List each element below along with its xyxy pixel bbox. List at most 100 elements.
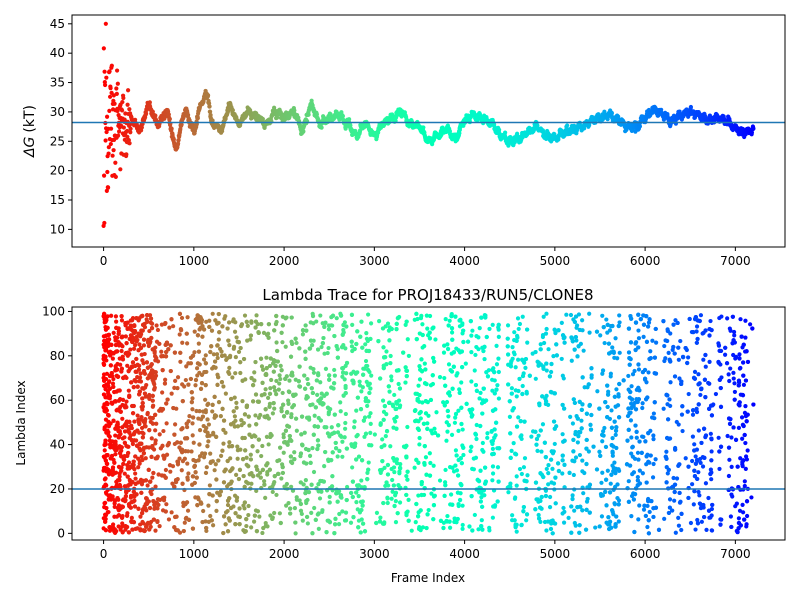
- delta-g-point: [153, 113, 158, 118]
- delta-g-point: [207, 104, 212, 109]
- lambda-point: [613, 432, 618, 437]
- lambda-point: [216, 337, 221, 342]
- lambda-point: [149, 436, 154, 441]
- lambda-point: [416, 383, 421, 388]
- delta-g-point: [104, 188, 109, 193]
- lambda-point: [281, 435, 286, 440]
- lambda-point: [516, 415, 521, 420]
- lambda-point: [520, 383, 525, 389]
- lambda-point: [180, 340, 185, 345]
- lambda-point: [704, 527, 709, 532]
- delta-g-point: [186, 112, 191, 118]
- lambda-point: [163, 467, 169, 473]
- lambda-point: [676, 357, 681, 362]
- lambda-point: [318, 313, 323, 318]
- lambda-point: [338, 409, 343, 414]
- delta-g-point: [106, 145, 111, 150]
- delta-g-point: [208, 112, 213, 118]
- delta-g-point: [102, 82, 108, 88]
- lambda-point: [340, 454, 345, 459]
- lambda-point: [218, 413, 223, 419]
- lambda-point: [240, 399, 245, 404]
- delta-g-point: [112, 101, 117, 106]
- lambda-point: [666, 350, 671, 355]
- delta-g-point: [127, 141, 132, 146]
- lambda-point: [662, 516, 667, 521]
- lambda-point: [206, 422, 212, 427]
- delta-g-point: [301, 129, 306, 134]
- delta-g-y-tick-label: 40: [50, 46, 65, 60]
- delta-g-point: [637, 124, 643, 129]
- lambda-point: [392, 469, 397, 475]
- lambda-point: [736, 425, 742, 430]
- lambda-point: [617, 350, 622, 355]
- lambda-point: [236, 514, 241, 519]
- lambda-point: [634, 435, 639, 440]
- lambda-point: [651, 433, 656, 438]
- lambda-point: [456, 502, 461, 507]
- lambda-point: [525, 340, 530, 345]
- lambda-point: [513, 495, 518, 500]
- delta-g-point: [101, 173, 107, 178]
- lambda-point: [405, 337, 410, 342]
- delta-g-y-tick-label: 15: [50, 193, 65, 207]
- lambda-point: [546, 463, 551, 468]
- lambda-point: [651, 411, 656, 416]
- lambda-point: [513, 365, 518, 370]
- lambda-point: [561, 505, 566, 511]
- lambda-point: [390, 477, 395, 483]
- lambda-point: [257, 514, 262, 519]
- lambda-point: [698, 313, 704, 318]
- lambda-point: [422, 361, 427, 366]
- lambda-point: [278, 376, 283, 382]
- lambda-point: [635, 450, 641, 455]
- delta-g-y-tick-label: 30: [50, 105, 65, 119]
- lambda-point: [561, 520, 567, 525]
- lambda-point: [617, 313, 622, 318]
- delta-g-point: [503, 130, 508, 135]
- lambda-point: [135, 413, 140, 418]
- lambda-point: [729, 435, 734, 440]
- lambda-point: [514, 529, 519, 534]
- lambda-point: [190, 433, 195, 438]
- lambda-point: [617, 320, 622, 325]
- lambda-point: [245, 323, 250, 329]
- lambda-point: [485, 431, 490, 436]
- lambda-point: [629, 435, 634, 440]
- lambda-point: [129, 515, 134, 521]
- lambda-point: [587, 330, 592, 335]
- lambda-point: [654, 340, 659, 345]
- lambda-point: [703, 481, 709, 486]
- lambda-point: [743, 335, 748, 340]
- lambda-point: [544, 466, 549, 472]
- lambda-point: [707, 359, 712, 364]
- lambda-point: [671, 475, 676, 481]
- lambda-point: [263, 495, 268, 500]
- lambda-point: [447, 318, 452, 323]
- delta-g-point: [139, 125, 144, 130]
- lambda-point: [153, 528, 158, 533]
- delta-g-plot-frame: [71, 14, 786, 248]
- lambda-point: [460, 427, 465, 432]
- delta-g-point: [110, 153, 115, 158]
- delta-g-point: [125, 88, 131, 93]
- lambda-point: [131, 346, 137, 351]
- delta-g-point: [114, 86, 119, 91]
- lambda-point: [560, 471, 565, 476]
- delta-g-point: [319, 125, 324, 130]
- lambda-point: [580, 469, 585, 474]
- delta-g-point: [376, 130, 381, 135]
- lambda-point: [469, 333, 474, 338]
- lambda-point: [270, 489, 275, 495]
- lambda-point: [490, 471, 496, 476]
- delta-g-point: [275, 115, 280, 120]
- lambda-point: [211, 523, 216, 528]
- lambda-point: [164, 502, 169, 507]
- delta-g-x-tick-label: 3000: [359, 254, 390, 268]
- lambda-point: [609, 408, 614, 413]
- lambda-point: [246, 503, 251, 509]
- delta-g-point: [119, 108, 125, 113]
- delta-g-point: [116, 129, 122, 134]
- lambda-point: [227, 355, 233, 360]
- lambda-point: [725, 316, 730, 321]
